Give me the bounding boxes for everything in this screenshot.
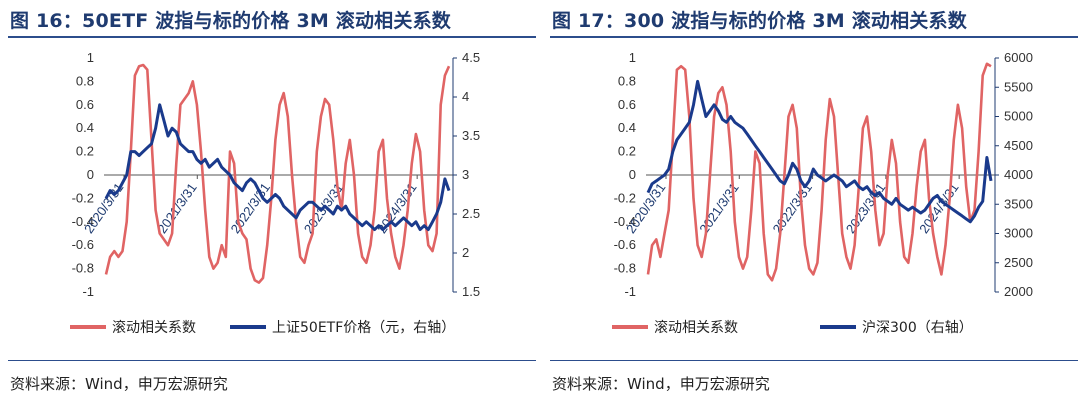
y-left-tick-label: -0.8	[614, 261, 636, 276]
y-right-tick-label: 4	[462, 89, 469, 104]
y-right-tick-label: 4500	[1004, 138, 1033, 153]
x-tick-label: 2022/3/31	[770, 180, 815, 236]
y-right-tick-label: 3500	[1004, 196, 1033, 211]
y-left-tick-label: -0.8	[72, 261, 94, 276]
title-divider	[550, 36, 1078, 38]
series-corr-line	[646, 62, 992, 282]
x-tick-label: 2021/3/31	[154, 180, 199, 236]
series-price-line	[104, 103, 451, 232]
chart-area: 1 0.8 0.6 0.4 0.2 0 -0.2 -0.4 -0.6 -0.8 -1 6000 5500…	[612, 50, 1033, 336]
y-right-tick-label: 3000	[1004, 226, 1033, 241]
y-left-tick-label: -0.4	[614, 214, 636, 229]
y-left-tick-label: -0.2	[72, 190, 94, 205]
y-right-tick-label: 5500	[1004, 79, 1033, 94]
y-right-tick-label: 2	[462, 245, 469, 260]
x-tick-label: 2020/3/31	[623, 180, 668, 236]
y-left-tick-label: 0.4	[618, 120, 636, 135]
legend-label-corr: 滚动相关系数	[654, 319, 738, 336]
y-left-tick-label: 0	[87, 167, 94, 182]
y-left-tick-label: 1	[87, 50, 94, 65]
y-left-tick-label: 0	[629, 167, 636, 182]
x-tick-label: 2022/3/31	[228, 180, 273, 236]
legend-label-price: 上证50ETF价格（元，右轴）	[272, 320, 455, 336]
title-divider	[8, 36, 536, 38]
x-tick-label: 2024/3/31	[916, 180, 961, 236]
y-right-tick-label: 5000	[1004, 109, 1033, 124]
footer-divider	[550, 360, 1078, 361]
y-left-tick-label: 0.8	[76, 73, 94, 88]
y-left-tick-label: -0.6	[614, 237, 636, 252]
y-right-tick-label: 1.5	[462, 284, 480, 299]
y-left-tick-label: 0.2	[76, 144, 94, 159]
y-left-tick-label: -0.4	[72, 214, 94, 229]
y-left-tick-label: 0.2	[618, 144, 636, 159]
chart-title: 图 16：50ETF 波指与标的价格 3M 滚动相关系数	[10, 10, 451, 32]
y-left-tick-label: -0.6	[72, 237, 94, 252]
y-left-tick-label: 0.6	[618, 97, 636, 112]
y-left-tick-label: 1	[629, 50, 636, 65]
y-left-tick-label: 0.6	[76, 97, 94, 112]
y-right-tick-label: 3	[462, 167, 469, 182]
y-right-tick-label: 2500	[1004, 255, 1033, 270]
series-price-line	[646, 79, 993, 224]
y-right-tick-label: 6000	[1004, 50, 1033, 65]
chart-title: 图 17：300 波指与标的价格 3M 滚动相关系数	[552, 10, 967, 32]
source-note: 资料来源：Wind，申万宏源研究	[10, 375, 228, 393]
source-note: 资料来源：Wind，申万宏源研究	[552, 375, 770, 393]
y-right-tick-label: 2000	[1004, 284, 1033, 299]
chart-panel-17: 图 17：300 波指与标的价格 3M 滚动相关系数 1 0.8 0.6 0.4 0.2…	[550, 0, 1078, 402]
y-right-tick-label: 4000	[1004, 167, 1033, 182]
y-right-tick-label: 3.5	[462, 128, 480, 143]
legend-label-corr: 滚动相关系数	[112, 319, 196, 336]
y-left-tick-label: 0.8	[618, 73, 636, 88]
y-left-tick-label: -0.2	[614, 190, 636, 205]
y-left-tick-label: -1	[624, 284, 636, 299]
chart-area: 1 0.8 0.6 0.4 0.2 0 -0.2 -0.4 -0.6 -0.8 -1 4.5 4 3.5 3…	[70, 50, 480, 336]
chart-panel-16: 图 16：50ETF 波指与标的价格 3M 滚动相关系数 1 0.8 0.6 0.4 0…	[8, 0, 536, 402]
legend-label-price: 沪深300（右轴）	[862, 320, 973, 336]
y-right-tick-label: 4.5	[462, 50, 480, 65]
y-right-tick-label: 2.5	[462, 206, 480, 221]
footer-divider	[8, 360, 536, 361]
y-left-tick-label: 0.4	[76, 120, 94, 135]
y-left-tick-label: -1	[82, 284, 94, 299]
series-corr-line	[104, 63, 451, 284]
